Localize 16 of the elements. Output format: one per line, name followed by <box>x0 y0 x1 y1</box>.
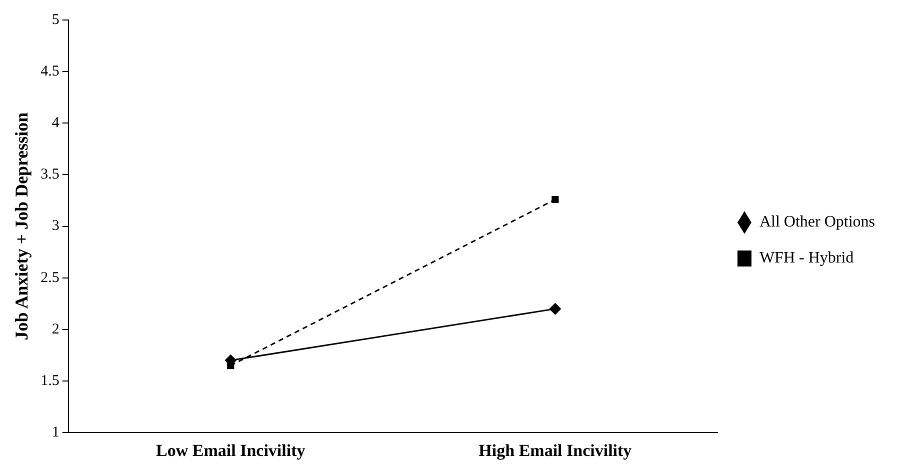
y-tick-label: 4 <box>52 115 60 132</box>
y-axis-title: Job Anxiety + Job Depression <box>11 112 32 340</box>
legend-label: WFH - Hybrid <box>759 250 854 267</box>
y-tick-label: 5 <box>52 12 60 28</box>
y-tick-label: 3 <box>52 218 60 234</box>
point <box>552 196 559 204</box>
y-tick-label: 1.5 <box>40 372 60 389</box>
x-tick-label: Low Email Incivility <box>156 441 306 460</box>
x-tick-label: High Email Incivility <box>478 441 632 460</box>
y-tick-label: 2 <box>52 321 60 338</box>
y-tick-label: 2.5 <box>40 270 60 286</box>
y-tick-label: 1 <box>52 424 60 441</box>
point <box>549 302 562 315</box>
y-tick-label: 4.5 <box>40 64 60 80</box>
y-tick-label: 3.5 <box>40 166 60 183</box>
legend-label: All Other Options <box>759 214 875 231</box>
